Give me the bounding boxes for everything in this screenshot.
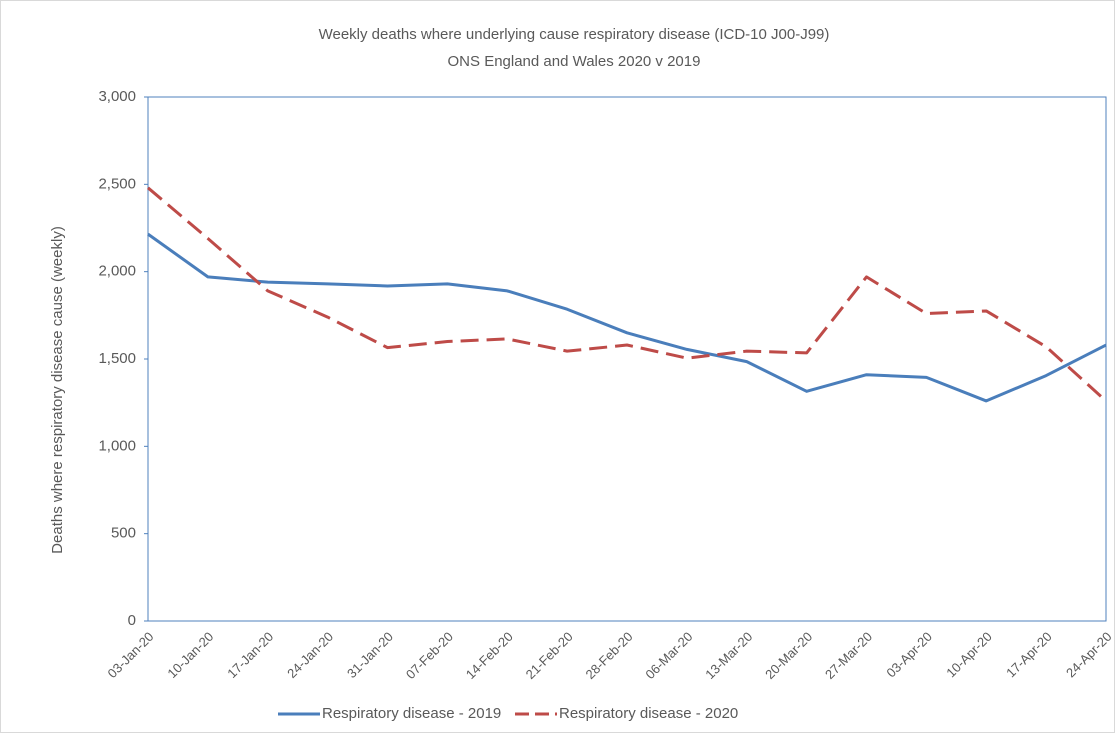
series-line [147, 186, 1108, 403]
y-tick-label: 0 [128, 612, 136, 629]
legend-label: Respiratory disease - 2019 [322, 705, 501, 722]
chart-title: Weekly deaths where underlying cause res… [319, 26, 830, 43]
chart-subtitle: ONS England and Wales 2020 v 2019 [448, 53, 701, 70]
y-tick-label: 500 [111, 525, 136, 542]
legend-label: Respiratory disease - 2020 [559, 705, 738, 722]
y-tick-label: 1,500 [98, 350, 136, 367]
series-line [147, 232, 1107, 403]
y-tick-label: 2,500 [98, 175, 136, 192]
y-tick-label: 2,000 [98, 263, 136, 280]
y-tick-label: 3,000 [98, 88, 136, 105]
y-tick-label: 1,000 [98, 437, 136, 454]
y-axis-label: Deaths where respiratory disease cause (… [49, 226, 66, 554]
